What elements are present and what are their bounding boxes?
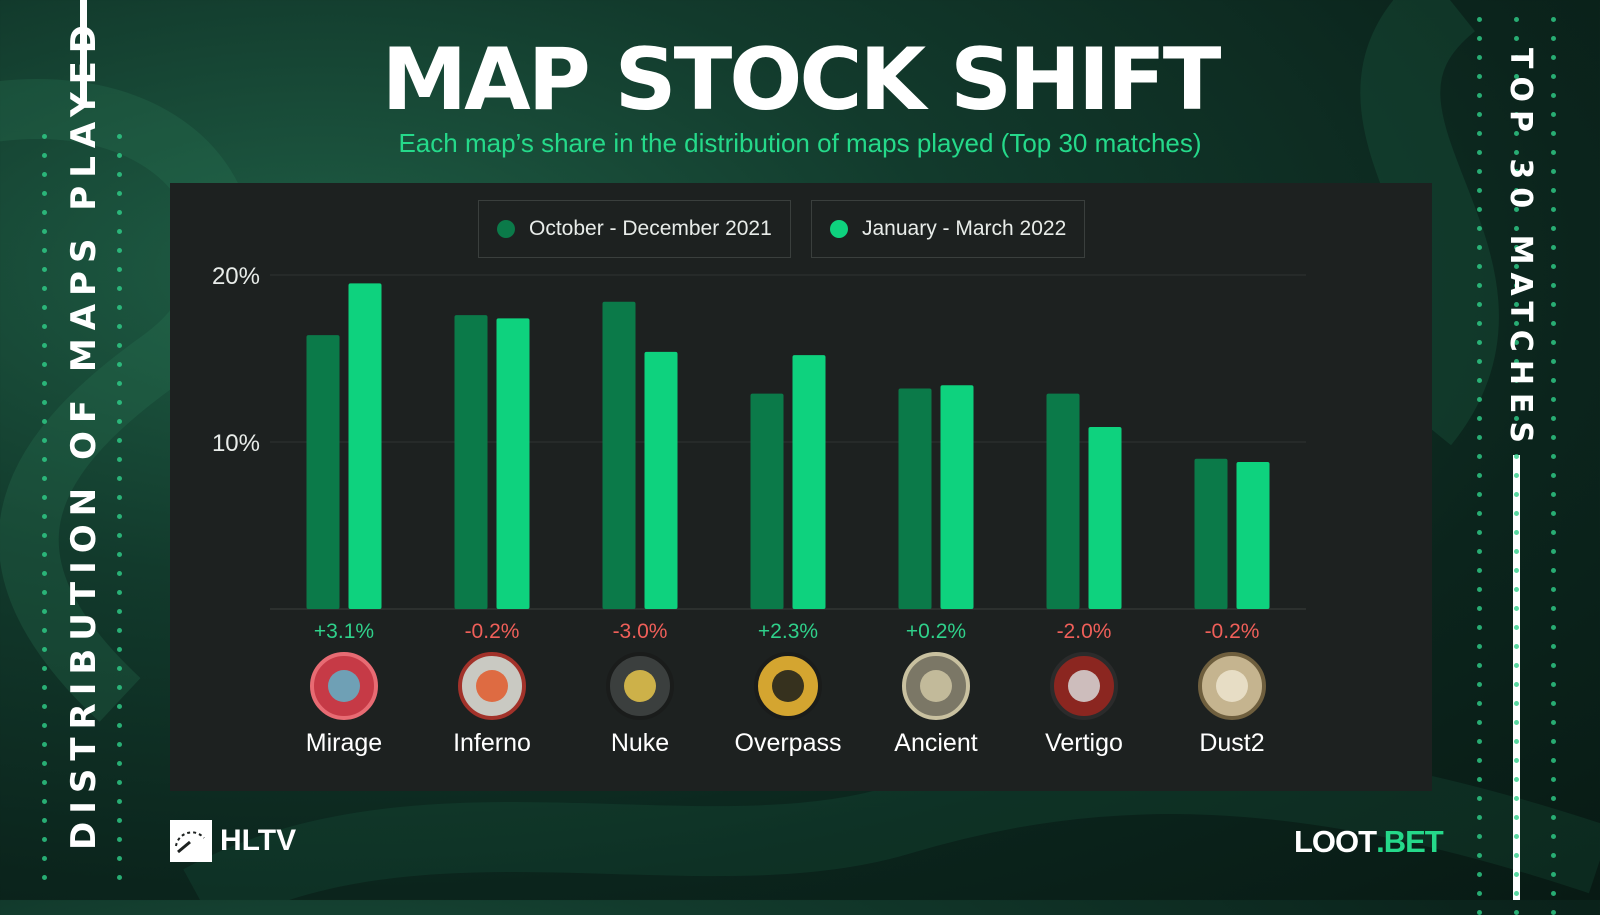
legend-item-series-2: January - March 2022 xyxy=(811,200,1086,258)
bar-overpass-series-2 xyxy=(792,355,826,609)
nuke-map-icon xyxy=(606,652,674,720)
ancient-map-icon xyxy=(902,652,970,720)
bar-mirage-series-2 xyxy=(348,283,382,609)
change-label: -3.0% xyxy=(613,620,668,643)
bar-chart: 10% 20% +3.1% Mirage -0.2% Inferno -3.0% Nuke +2… xyxy=(212,263,1306,757)
bar-inferno-series-2 xyxy=(496,318,530,609)
category-label: Vertigo xyxy=(1045,729,1123,757)
lootbet-logo-accent: .BET xyxy=(1376,824,1444,859)
overpass-map-icon xyxy=(754,652,822,720)
bar-overpass-series-1 xyxy=(750,393,784,609)
category-label: Overpass xyxy=(735,729,842,757)
legend-dot-series-2 xyxy=(830,220,848,238)
bar-dust2-series-2 xyxy=(1236,462,1270,609)
bar-ancient-series-2 xyxy=(940,385,974,609)
bar-nuke-series-1 xyxy=(602,301,636,609)
left-accent-bar xyxy=(80,0,87,103)
bar-dust2-series-1 xyxy=(1194,458,1228,609)
legend-dot-series-1 xyxy=(497,220,515,238)
bar-vertigo-series-2 xyxy=(1088,426,1122,609)
hltv-logo-text: HLTV xyxy=(220,824,297,857)
legend-item-series-1: October - December 2021 xyxy=(478,200,791,258)
y-tick-label: 10% xyxy=(212,430,260,457)
category-label: Ancient xyxy=(894,729,977,757)
legend-label-series-1: October - December 2021 xyxy=(529,217,772,240)
chart-panel: October - December 2021 January - March … xyxy=(170,183,1432,791)
mirage-map-icon xyxy=(310,652,378,720)
category-label: Inferno xyxy=(453,729,531,757)
inferno-map-icon xyxy=(458,652,526,720)
change-label: +2.3% xyxy=(758,620,818,643)
change-label: +0.2% xyxy=(906,620,966,643)
change-label: +3.1% xyxy=(314,620,374,643)
lootbet-logo: LOOT .BET xyxy=(1294,822,1444,862)
page-subtitle: Each map’s share in the distribution of … xyxy=(398,128,1202,158)
bar-vertigo-series-1 xyxy=(1046,393,1080,609)
bar-nuke-series-2 xyxy=(644,351,678,609)
change-label: -0.2% xyxy=(1205,620,1260,643)
bar-inferno-series-1 xyxy=(454,315,488,609)
bar-mirage-series-1 xyxy=(306,335,340,609)
page-title: MAP STOCK SHIFT xyxy=(381,30,1222,130)
y-tick-label: 20% xyxy=(212,263,260,290)
change-label: -2.0% xyxy=(1057,620,1112,643)
category-label: Nuke xyxy=(611,729,669,757)
legend-label-series-2: January - March 2022 xyxy=(862,217,1067,240)
hltv-logo: HLTV xyxy=(170,820,296,862)
category-label: Dust2 xyxy=(1199,729,1264,757)
category-label: Mirage xyxy=(306,729,382,757)
lootbet-logo-main: LOOT xyxy=(1294,824,1377,859)
right-accent-bar xyxy=(1513,455,1520,900)
bar-ancient-series-1 xyxy=(898,388,932,609)
side-title-left: DISTRIBUTION OF MAPS PLAYED xyxy=(64,16,104,850)
dust2-map-icon xyxy=(1198,652,1266,720)
vertigo-map-icon xyxy=(1050,652,1118,720)
hltv-logo-icon xyxy=(170,820,212,862)
change-label: -0.2% xyxy=(465,620,520,643)
